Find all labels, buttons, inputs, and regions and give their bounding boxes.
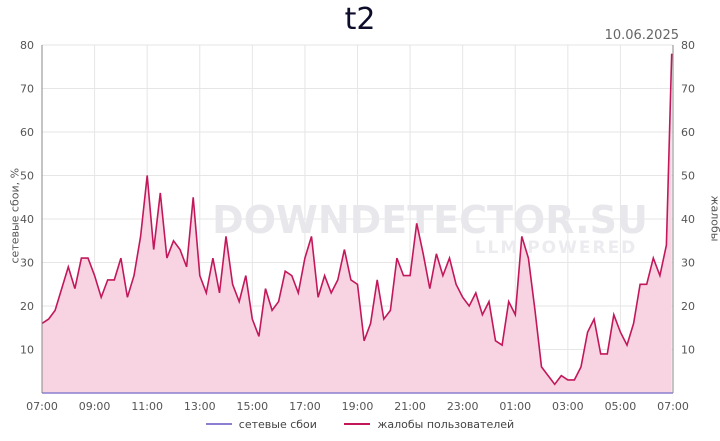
y-tick-label-right: 40 (681, 213, 695, 226)
y-tick-label-right: 80 (681, 39, 695, 52)
y-tick-label-left: 30 (20, 257, 34, 270)
y-tick-label-right: 30 (681, 257, 695, 270)
watermark: DOWNDETECTOR.SU LLM POWERED (212, 198, 648, 258)
x-tick-label: 15:00 (236, 400, 268, 413)
x-tick-label: 01:00 (499, 400, 531, 413)
legend-swatch-network (205, 423, 232, 425)
legend: сетевые сбои жалобы пользователей (0, 415, 720, 431)
x-tick-label: 07:00 (657, 400, 689, 413)
y-tick-label-left: 40 (20, 213, 34, 226)
y-tick-label-left: 70 (20, 83, 34, 96)
y-tick-label-right: 50 (681, 170, 695, 183)
watermark-sub: LLM POWERED (475, 238, 638, 258)
y-tick-label-right: 60 (681, 126, 695, 139)
x-tick-label: 13:00 (184, 400, 216, 413)
y-axis-right-label: жалобы (708, 195, 720, 242)
y-axis-left-ticks: 10 20 30 40 50 60 70 80 (20, 39, 34, 357)
y-axis-right-ticks: 10 20 30 40 50 60 70 80 (681, 39, 695, 357)
x-tick-label: 19:00 (342, 400, 374, 413)
y-tick-label-right: 10 (681, 344, 695, 357)
y-tick-label-left: 20 (20, 300, 34, 313)
y-tick-label-right: 70 (681, 83, 695, 96)
complaints-line (41, 53, 673, 386)
x-tick-label: 05:00 (605, 400, 637, 413)
x-tick-label: 23:00 (447, 400, 479, 413)
x-tick-label: 07:00 (26, 400, 58, 413)
y-tick-label-right: 20 (681, 300, 695, 313)
x-tick-label: 21:00 (394, 400, 426, 413)
y-tick-label-left: 80 (20, 39, 34, 52)
x-tick-label: 03:00 (552, 400, 584, 413)
x-axis-ticks: 07:00 09:00 11:00 13:00 15:00 17:00 19:00 21:00… (26, 400, 689, 413)
x-tick-label: 09:00 (79, 400, 111, 413)
watermark-brand: DOWNDETECTOR.SU (212, 198, 648, 242)
legend-swatch-complaints (344, 423, 371, 425)
x-tick-label: 11:00 (131, 400, 163, 413)
y-tick-label-left: 60 (20, 126, 34, 139)
y-tick-label-left: 10 (20, 344, 34, 357)
legend-label-complaints: жалобы пользователей (377, 417, 515, 431)
legend-item-complaints[interactable]: жалобы пользователей (344, 418, 514, 431)
y-tick-label-left: 50 (20, 170, 34, 183)
axes (41, 45, 674, 393)
legend-item-network[interactable]: сетевые сбои (205, 417, 317, 431)
x-tick-label: 17:00 (289, 400, 321, 413)
legend-label-network: сетевые сбои (238, 417, 317, 431)
chart-title: t2 (344, 2, 376, 37)
y-axis-left-label: сетевые сбои, % (8, 167, 22, 264)
chart-date: 10.06.2025 (604, 28, 679, 43)
complaints-area (42, 53, 672, 393)
